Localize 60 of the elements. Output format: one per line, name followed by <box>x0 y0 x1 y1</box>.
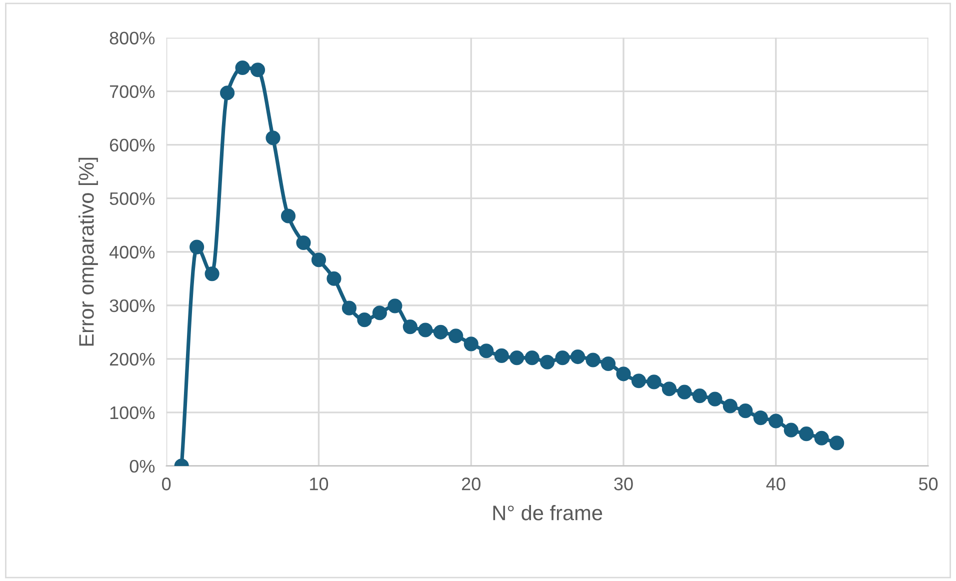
point <box>586 352 600 368</box>
x-axis-title: N° de frame <box>493 505 602 520</box>
point <box>570 349 586 364</box>
x-tick-label: 10 <box>310 478 328 490</box>
x-tick-label: 20 <box>462 478 480 490</box>
x-tick-label: 40 <box>766 478 786 490</box>
point <box>342 300 356 316</box>
point <box>190 240 204 254</box>
point <box>494 348 509 363</box>
point <box>814 430 829 446</box>
y-tick-label: 100% <box>110 406 155 420</box>
x-tick-label: 30 <box>614 478 633 490</box>
point <box>326 271 342 286</box>
point <box>464 336 478 352</box>
y-tick-label: 800% <box>110 32 155 44</box>
point <box>830 436 844 450</box>
point <box>266 130 280 146</box>
point <box>555 350 570 366</box>
y-axis-title: Error omparativo [%] <box>78 158 98 346</box>
point <box>631 374 646 388</box>
point <box>296 235 311 250</box>
point <box>250 62 266 78</box>
point <box>479 344 494 358</box>
point <box>600 356 616 372</box>
point <box>738 404 753 418</box>
y-tick-label: 200% <box>110 352 155 366</box>
point <box>433 324 448 340</box>
point <box>708 392 722 406</box>
point <box>418 322 433 338</box>
point <box>524 350 540 366</box>
point <box>388 298 402 314</box>
point <box>799 426 814 442</box>
point <box>784 422 798 438</box>
point <box>372 306 387 320</box>
point <box>662 382 677 396</box>
y-tick-label: 600% <box>110 138 155 152</box>
y-tick-label: 400% <box>109 246 155 259</box>
point <box>357 312 372 328</box>
point <box>540 354 555 370</box>
point <box>311 252 326 268</box>
point <box>235 60 250 76</box>
x-tick-label: 0 <box>162 478 171 490</box>
point <box>616 366 631 382</box>
point <box>448 328 464 344</box>
point <box>510 350 524 366</box>
point <box>692 388 707 404</box>
point <box>220 86 235 100</box>
point <box>402 320 418 334</box>
x-tick-label: 50 <box>918 478 938 490</box>
point <box>280 208 296 224</box>
point <box>204 266 220 282</box>
point <box>677 384 692 400</box>
point <box>722 398 738 414</box>
point <box>768 414 784 428</box>
y-tick-label: 500% <box>110 192 155 206</box>
y-tick-label: 300% <box>110 299 155 312</box>
point <box>753 410 768 426</box>
y-tick-label: 700% <box>110 85 155 98</box>
point <box>646 374 662 390</box>
y-tick-label: 0% <box>130 460 155 473</box>
